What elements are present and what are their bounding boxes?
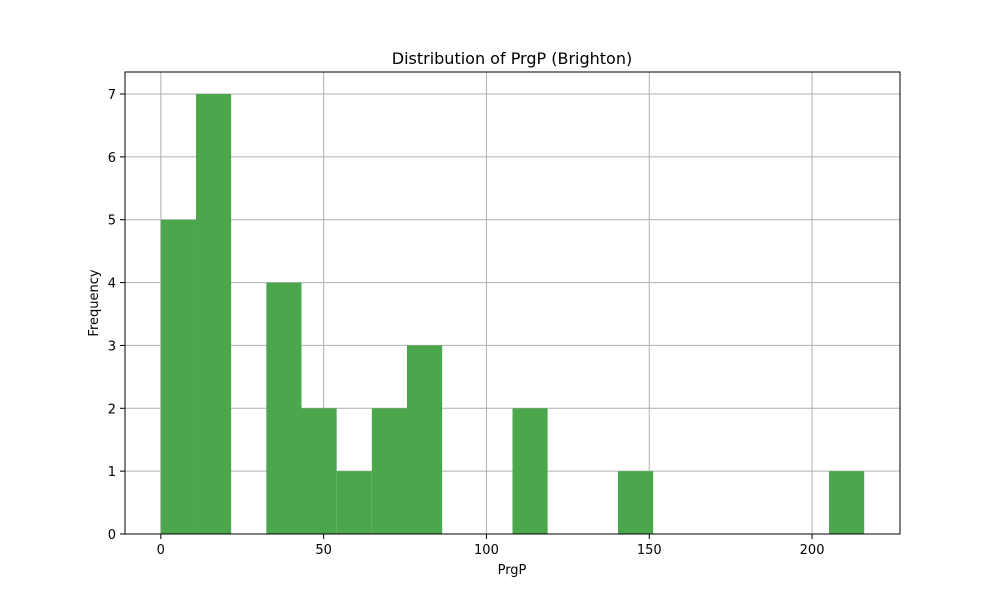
x-tick-label: 50 [315,543,332,558]
histogram-bar [301,408,337,534]
chart-title: Distribution of PrgP (Brighton) [392,49,632,68]
histogram-bar [406,345,443,534]
y-tick-label: 4 [108,277,116,292]
y-tick-label: 5 [108,214,116,229]
y-tick-label: 3 [108,339,116,354]
x-tick-label: 150 [637,543,662,558]
y-axis-label: Frequency [87,269,102,336]
x-tick-label: 200 [800,543,825,558]
histogram-bar [829,471,865,534]
axis-ticks: 0 50 100 150 200 0 1 2 3 4 5 6 7 [108,88,825,558]
histogram-bar [336,471,372,534]
histogram-bar [266,282,302,534]
histogram-bar [618,471,654,534]
y-tick-label: 2 [108,402,116,417]
y-tick-label: 7 [108,88,116,103]
histogram-bar [160,219,196,534]
x-axis-label: PrgP [498,563,527,578]
y-tick-label: 1 [108,465,116,480]
plot-frame [124,71,901,535]
histogram-bar [371,408,407,534]
x-tick-label: 0 [157,543,165,558]
y-tick-label: 0 [108,528,116,543]
histogram-bar [195,94,232,534]
histogram-bars [160,94,865,534]
y-tick-label: 6 [108,151,116,166]
histogram-bar [512,408,548,534]
x-tick-label: 100 [474,543,499,558]
